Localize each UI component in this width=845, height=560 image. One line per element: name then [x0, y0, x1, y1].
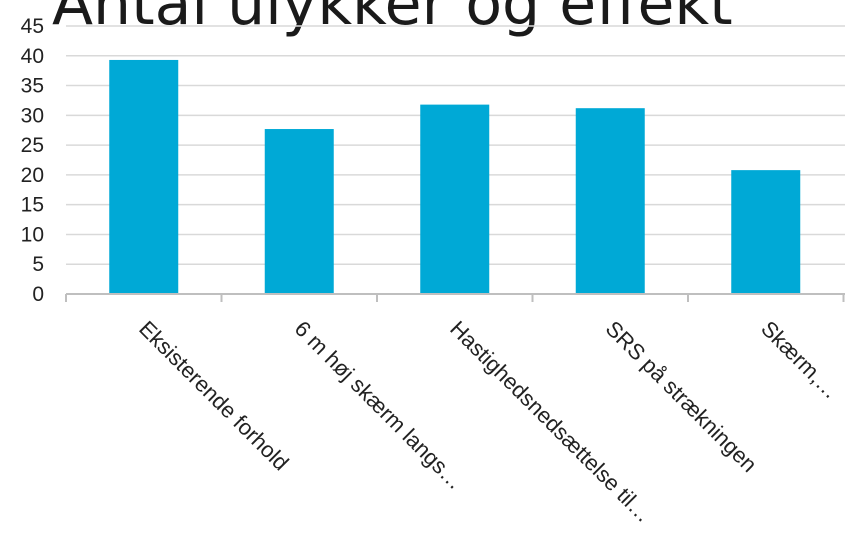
x-tick-label-2: 6 m høj skærm langs… — [290, 316, 468, 494]
chart-title: Antal ulykker og effekt — [52, 0, 733, 39]
y-tick-label-15: 15 — [21, 194, 44, 217]
bar-5 — [731, 170, 801, 294]
y-tick-label-45: 45 — [21, 15, 44, 38]
y-tick-label-20: 20 — [21, 164, 44, 187]
y-tick-label-10: 10 — [21, 223, 44, 246]
axes — [65, 293, 845, 302]
bar-3 — [420, 104, 490, 294]
bar-2 — [264, 129, 334, 294]
y-tick-label-5: 5 — [32, 253, 44, 276]
x-tick-label-5: Skærm,… — [756, 316, 844, 404]
y-tick-label-25: 25 — [21, 134, 44, 157]
y-axis-tick-labels: 0 5 10 15 20 25 30 35 40 45 — [21, 15, 44, 306]
y-tick-label-0: 0 — [32, 283, 44, 306]
y-tick-label-30: 30 — [21, 104, 44, 127]
x-tick-label-4: SRS på strækningen — [601, 316, 762, 477]
y-tick-label-40: 40 — [21, 45, 44, 68]
x-tick-label-1: Eksisterende forhold — [134, 316, 293, 475]
bar-1 — [109, 59, 179, 294]
bars — [109, 59, 801, 294]
y-tick-label-35: 35 — [21, 75, 44, 98]
bar-4 — [575, 108, 645, 294]
